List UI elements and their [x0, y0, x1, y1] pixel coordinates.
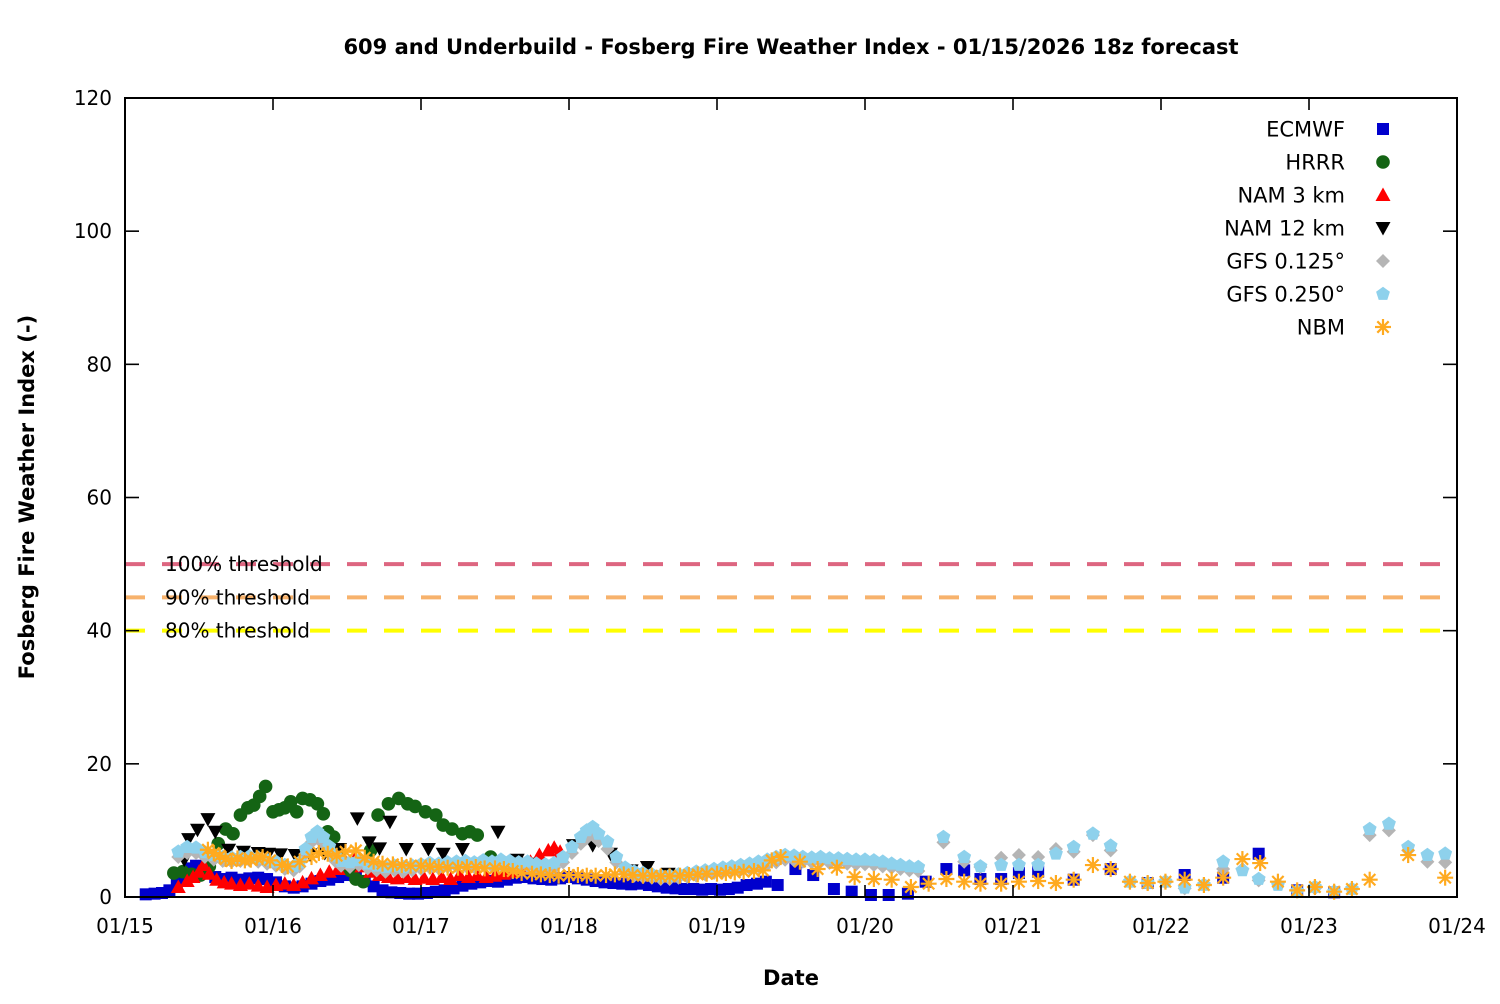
legend-label: GFS 0.250° — [1226, 283, 1345, 307]
axis-tick-labels: 01/15 01/16 01/17 01/18 01/19 01/20 01/21 01/22… — [74, 86, 1486, 938]
series-hrrr — [167, 779, 505, 889]
chart-title: 609 and Underbuild - Fosberg Fire Weathe… — [343, 35, 1238, 59]
axis-ticks — [124, 97, 1458, 898]
legend: ECMWF HRRR NAM 3 km NAM 12 km GFS 0.125° GFS … — [1224, 118, 1391, 340]
x-tick-label: 01/22 — [1132, 914, 1190, 938]
x-tick-label: 01/17 — [392, 914, 450, 938]
legend-label: HRRR — [1285, 151, 1345, 175]
series-nbm — [199, 841, 1454, 900]
y-tick-label: 80 — [87, 352, 112, 376]
x-tick-label: 01/15 — [96, 914, 154, 938]
y-tick-label: 40 — [87, 619, 112, 643]
legend-label: ECMWF — [1266, 118, 1345, 142]
asterisk-icon — [1375, 319, 1391, 335]
y-tick-label: 60 — [87, 486, 112, 510]
threshold-label: 80% threshold — [165, 619, 310, 643]
threshold-lines — [125, 562, 1457, 633]
threshold-label: 90% threshold — [165, 585, 310, 609]
y-tick-label: 20 — [87, 752, 112, 776]
x-tick-label: 01/19 — [688, 914, 746, 938]
x-tick-label: 01/18 — [540, 914, 598, 938]
legend-item-hrrr: HRRR — [1285, 151, 1390, 175]
x-tick-label: 01/20 — [836, 914, 894, 938]
y-tick-label: 120 — [74, 86, 112, 110]
x-tick-label: 01/16 — [244, 914, 302, 938]
legend-item-nbm: NBM — [1297, 316, 1391, 340]
x-tick-label: 01/23 — [1280, 914, 1338, 938]
pentagon-icon — [1376, 286, 1390, 300]
legend-item-nam-12-km: NAM 12 km — [1224, 217, 1391, 241]
legend-label: NAM 12 km — [1224, 217, 1345, 241]
triangle-up-icon — [1375, 187, 1391, 201]
data-points — [139, 779, 1454, 902]
x-tick-label: 01/24 — [1428, 914, 1486, 938]
triangle-down-icon — [1375, 222, 1391, 236]
y-tick-label: 0 — [99, 885, 112, 909]
square-icon — [1377, 123, 1389, 135]
diamond-icon — [1376, 254, 1390, 268]
y-axis-label: Fosberg Fire Weather Index (-) — [15, 315, 39, 679]
x-axis-label: Date — [763, 966, 819, 990]
legend-item-gfs-0-125-: GFS 0.125° — [1226, 250, 1390, 274]
threshold-label: 100% threshold — [165, 552, 323, 576]
x-tick-label: 01/21 — [984, 914, 1042, 938]
legend-label: GFS 0.125° — [1226, 250, 1345, 274]
legend-label: NAM 3 km — [1237, 184, 1345, 208]
legend-item-ecmwf: ECMWF — [1266, 118, 1389, 142]
y-tick-label: 100 — [74, 219, 112, 243]
legend-item-gfs-0-250-: GFS 0.250° — [1226, 283, 1390, 307]
threshold-labels: 100% threshold 90% threshold 80% threshold — [165, 552, 323, 643]
legend-item-nam-3-km: NAM 3 km — [1237, 184, 1391, 208]
circle-icon — [1376, 155, 1390, 169]
legend-label: NBM — [1297, 316, 1345, 340]
